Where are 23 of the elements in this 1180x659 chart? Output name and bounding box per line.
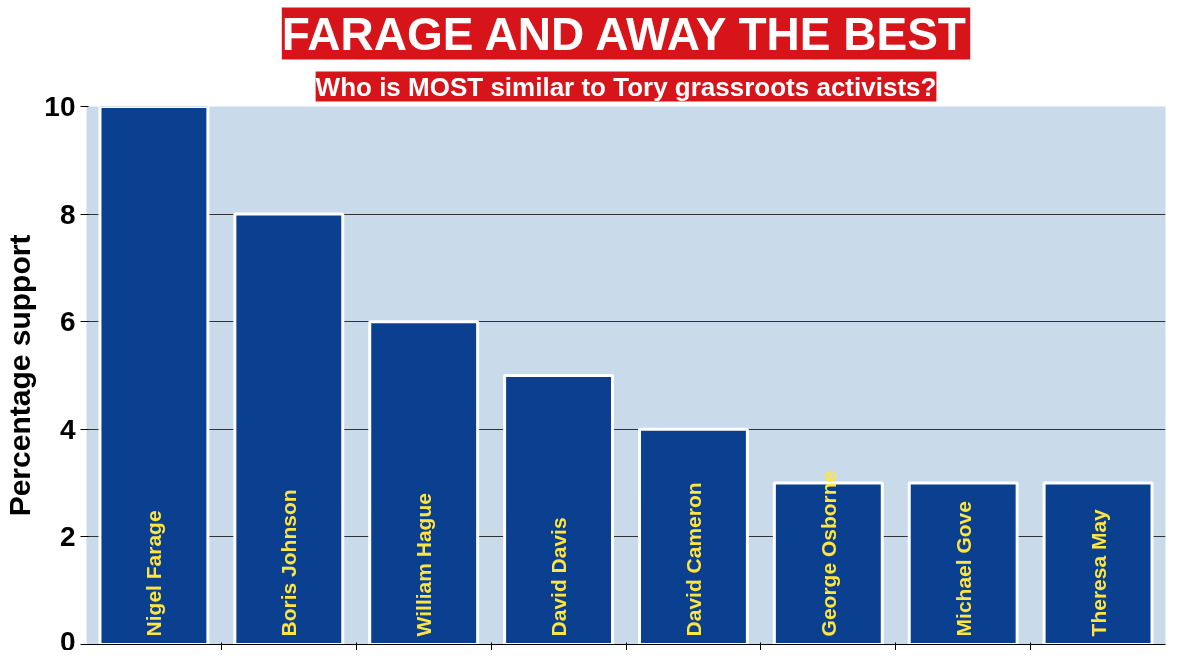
x-tick-label: Michael Gove: [951, 501, 975, 637]
bar: [637, 427, 749, 645]
y-tick-label: 6: [59, 306, 76, 338]
y-axis-title: Percentage support: [3, 234, 37, 517]
x-tick-label: David Cameron: [681, 482, 705, 637]
x-tick-label: Theresa May: [1086, 508, 1110, 637]
y-tick-label: 2: [59, 521, 76, 553]
bar: [233, 212, 345, 645]
x-tick-label: William Hague: [412, 493, 436, 637]
y-tick-label: 10: [44, 91, 76, 122]
bar: [368, 320, 480, 645]
x-tick-label: George Osborne: [816, 470, 840, 637]
y-tick-label: 8: [59, 198, 76, 230]
bar: [1042, 481, 1154, 645]
x-tick-label: Boris Johnson: [277, 489, 301, 637]
bar: [503, 374, 615, 645]
x-tick-label: Nigel Farage: [142, 510, 166, 637]
bar: [907, 481, 1019, 645]
y-tick-label: 0: [59, 625, 76, 657]
x-tick-label: David Davis: [547, 517, 571, 637]
chart-title: FARAGE AND AWAY THE BEST: [281, 7, 966, 60]
bar: [98, 106, 210, 645]
y-tick-label: 4: [59, 413, 76, 445]
